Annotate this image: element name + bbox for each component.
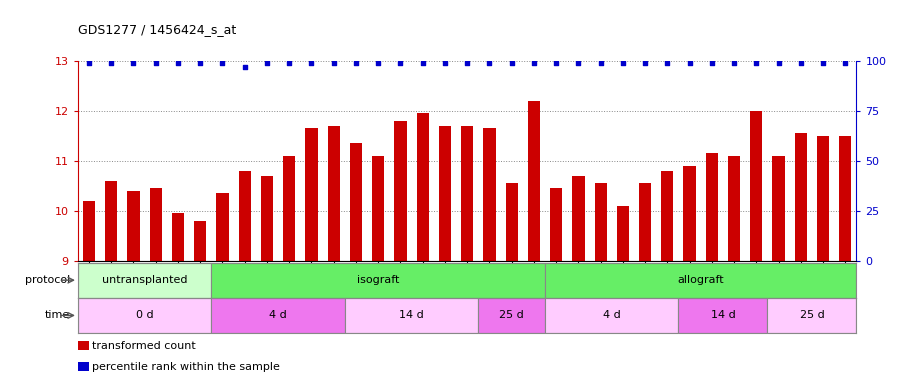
- Bar: [795, 134, 807, 261]
- Point: [571, 60, 585, 66]
- Text: 25 d: 25 d: [800, 310, 824, 320]
- Text: percentile rank within the sample: percentile rank within the sample: [92, 362, 279, 372]
- Bar: [305, 128, 318, 261]
- Bar: [350, 143, 362, 261]
- Point: [371, 60, 386, 66]
- Point: [549, 60, 563, 66]
- Bar: [506, 183, 518, 261]
- Point: [616, 60, 630, 66]
- Point: [438, 60, 453, 66]
- Bar: [839, 136, 852, 261]
- Point: [838, 60, 853, 66]
- Bar: [679, 298, 768, 333]
- Point: [638, 60, 652, 66]
- Bar: [172, 213, 184, 261]
- Point: [726, 60, 741, 66]
- Bar: [478, 298, 545, 333]
- Text: 14 d: 14 d: [711, 310, 736, 320]
- Point: [215, 60, 230, 66]
- Bar: [661, 171, 673, 261]
- Bar: [484, 128, 496, 261]
- Bar: [194, 221, 206, 261]
- Text: transformed count: transformed count: [92, 341, 195, 351]
- Point: [259, 60, 274, 66]
- Text: GDS1277 / 1456424_s_at: GDS1277 / 1456424_s_at: [78, 22, 236, 36]
- Bar: [216, 193, 229, 261]
- Bar: [528, 101, 540, 261]
- Bar: [768, 298, 856, 333]
- Bar: [772, 156, 785, 261]
- Bar: [344, 298, 478, 333]
- Bar: [728, 156, 740, 261]
- Bar: [705, 153, 718, 261]
- Bar: [394, 121, 407, 261]
- Text: allograft: allograft: [678, 275, 724, 285]
- Bar: [328, 126, 340, 261]
- Bar: [127, 191, 139, 261]
- Text: 4 d: 4 d: [603, 310, 621, 320]
- Bar: [78, 298, 212, 333]
- Point: [282, 60, 297, 66]
- Text: 14 d: 14 d: [399, 310, 424, 320]
- Point: [193, 60, 208, 66]
- Point: [126, 60, 141, 66]
- Point: [148, 60, 163, 66]
- Point: [460, 60, 474, 66]
- Bar: [372, 156, 385, 261]
- Text: isograft: isograft: [357, 275, 399, 285]
- Point: [771, 60, 786, 66]
- Bar: [594, 183, 606, 261]
- Point: [594, 60, 608, 66]
- Bar: [750, 111, 762, 261]
- Point: [170, 60, 185, 66]
- Point: [660, 60, 675, 66]
- Point: [793, 60, 808, 66]
- Point: [704, 60, 719, 66]
- Bar: [683, 166, 696, 261]
- Bar: [238, 171, 251, 261]
- Text: protocol: protocol: [25, 275, 70, 285]
- Point: [104, 60, 118, 66]
- Point: [527, 60, 541, 66]
- Text: 4 d: 4 d: [269, 310, 287, 320]
- Bar: [149, 188, 162, 261]
- Text: time: time: [45, 310, 70, 320]
- Point: [505, 60, 519, 66]
- Point: [82, 60, 96, 66]
- Bar: [212, 298, 344, 333]
- Point: [326, 60, 341, 66]
- Point: [237, 64, 252, 70]
- Text: 0 d: 0 d: [136, 310, 153, 320]
- Bar: [572, 176, 584, 261]
- Point: [749, 60, 764, 66]
- Bar: [639, 183, 651, 261]
- Point: [393, 60, 408, 66]
- Bar: [78, 262, 212, 298]
- Bar: [545, 262, 856, 298]
- Bar: [283, 156, 295, 261]
- Bar: [545, 298, 679, 333]
- Bar: [550, 188, 562, 261]
- Bar: [82, 201, 95, 261]
- Point: [415, 60, 430, 66]
- Point: [482, 60, 496, 66]
- Bar: [261, 176, 273, 261]
- Bar: [616, 206, 629, 261]
- Bar: [439, 126, 451, 261]
- Text: 25 d: 25 d: [499, 310, 524, 320]
- Bar: [105, 181, 117, 261]
- Point: [682, 60, 697, 66]
- Point: [816, 60, 831, 66]
- Bar: [212, 262, 545, 298]
- Point: [349, 60, 364, 66]
- Bar: [461, 126, 474, 261]
- Bar: [817, 136, 829, 261]
- Bar: [417, 113, 429, 261]
- Point: [304, 60, 319, 66]
- Text: untransplanted: untransplanted: [102, 275, 188, 285]
